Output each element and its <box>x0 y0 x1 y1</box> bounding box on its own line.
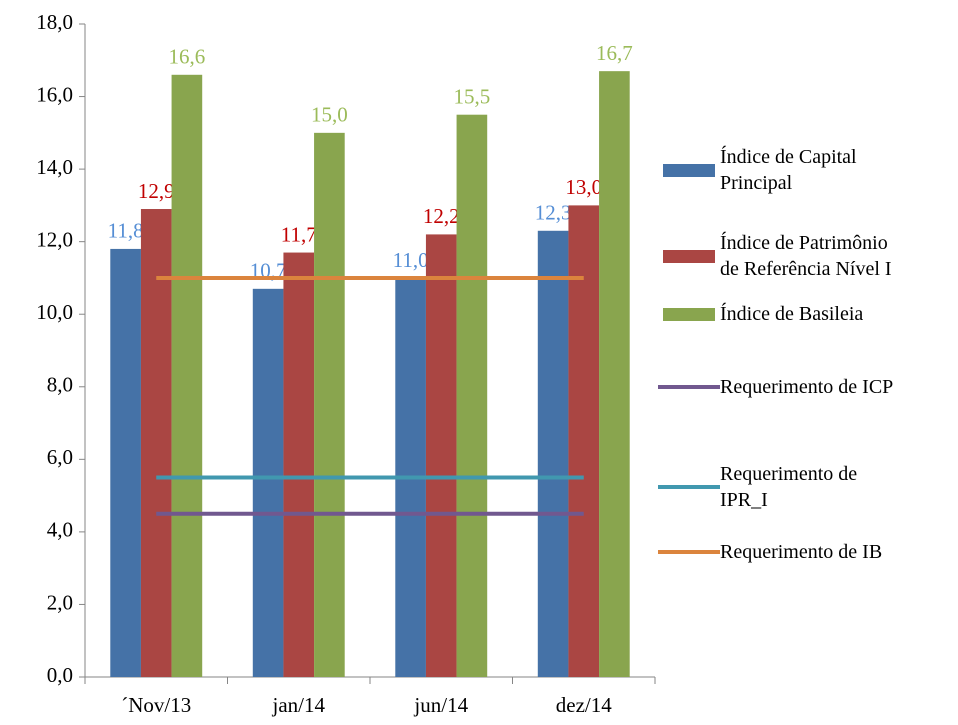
x-tick-label: dez/14 <box>556 693 612 717</box>
legend-label: Índice de Patrimônio de Referência Nível… <box>720 232 892 280</box>
legend-swatch <box>658 249 720 263</box>
bar <box>110 248 141 677</box>
legend-item: Índice de Capital Principal <box>658 144 900 196</box>
legend-item: Requerimento de IB <box>658 539 900 565</box>
legend-label: Índice de Capital Principal <box>720 146 857 194</box>
y-tick-label: 4,0 <box>47 518 73 542</box>
x-tick-label: ´Nov/13 <box>121 693 191 717</box>
legend-label: Requerimento de IB <box>720 541 883 563</box>
y-tick-label: 6,0 <box>47 445 73 469</box>
bar <box>171 74 203 678</box>
y-tick-label: 2,0 <box>47 590 73 614</box>
legend-label: Requerimento de ICP <box>720 376 894 398</box>
legend-swatch <box>658 163 720 177</box>
legend-item: Índice de Patrimônio de Referência Nível… <box>658 230 900 282</box>
x-tick-label: jun/14 <box>413 693 468 717</box>
bar <box>456 114 488 677</box>
legend-item: Índice de Basileia <box>658 301 900 327</box>
legend-swatch <box>658 307 720 321</box>
legend-swatch <box>658 485 720 489</box>
legend-label: Índice de Basileia <box>720 303 864 325</box>
y-tick-label: 0,0 <box>47 663 73 687</box>
value-label: 16,6 <box>169 45 206 69</box>
value-label: 15,0 <box>311 103 348 127</box>
bar <box>314 132 345 678</box>
bar <box>252 288 284 677</box>
bar <box>140 209 172 677</box>
bar <box>425 234 457 677</box>
value-label: 15,5 <box>454 85 491 109</box>
bar <box>568 205 600 677</box>
value-label: 11,7 <box>281 222 317 246</box>
x-tick-label: jan/14 <box>272 693 326 717</box>
legend-label: Requerimento de IPR_I <box>720 463 858 511</box>
y-tick-label: 16,0 <box>36 82 73 106</box>
y-tick-label: 14,0 <box>36 155 73 179</box>
y-tick-label: 12,0 <box>36 227 73 251</box>
legend: Índice de Capital Principal Índice de Pat… <box>658 0 958 725</box>
value-label: 11,8 <box>108 219 144 243</box>
legend-swatch <box>658 550 720 554</box>
value-label: 12,9 <box>138 179 175 203</box>
legend-item: Requerimento de IPR_I <box>658 461 900 513</box>
legend-item: Requerimento de ICP <box>658 374 900 400</box>
bar <box>599 71 630 677</box>
value-label: 12,3 <box>535 201 572 225</box>
y-tick-label: 8,0 <box>47 373 73 397</box>
value-label: 11,0 <box>393 248 429 272</box>
value-label: 12,2 <box>423 204 460 228</box>
legend-swatch <box>658 385 720 389</box>
value-label: 16,7 <box>596 41 633 65</box>
bar <box>283 252 315 678</box>
bar <box>537 230 569 678</box>
y-tick-label: 18,0 <box>36 10 73 34</box>
value-label: 13,0 <box>565 175 602 199</box>
y-tick-label: 10,0 <box>36 300 73 324</box>
